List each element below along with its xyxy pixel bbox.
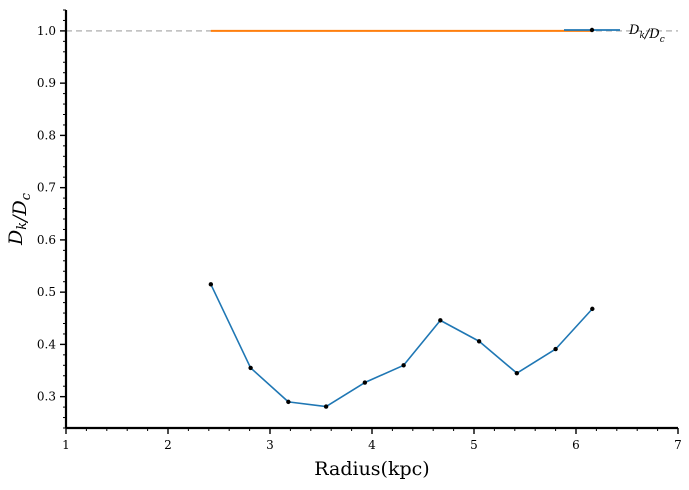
legend-marker (589, 27, 595, 33)
data-point (323, 404, 329, 409)
data-point (476, 339, 482, 344)
data-point (248, 365, 253, 371)
data-point (401, 363, 406, 368)
data-point (286, 399, 291, 405)
x-tick-label: 5 (470, 438, 478, 452)
series-line-dk-dc (210, 283, 593, 408)
y-tick-label: 0.5 (37, 285, 56, 299)
y-tick-label: 0.6 (37, 233, 56, 247)
legend: Dk/Dc (564, 23, 665, 45)
data-point (208, 282, 214, 287)
x-tick-label: 7 (674, 438, 682, 452)
data-point (514, 370, 520, 376)
x-tick-label: 3 (266, 438, 274, 452)
y-tick-label: 0.8 (37, 128, 56, 142)
x-axis-ticks: 1 2 3 4 5 6 7 (62, 428, 682, 452)
x-tick-label: 2 (164, 438, 172, 452)
y-axis-ticks: 0.3 0.4 0.5 0.6 0.7 0.8 0.9 1.0 (37, 9, 66, 429)
y-tick-label: 0.3 (37, 390, 56, 404)
y-axis-label: Dk/Dc (5, 192, 34, 246)
axes (64, 10, 678, 430)
data-point (553, 346, 558, 352)
legend-label: Dk/Dc (628, 23, 665, 45)
data-point (438, 318, 443, 323)
y-tick-label: 1.0 (37, 24, 56, 38)
x-axis-label: Radius(kpc) (314, 458, 429, 480)
series-layer (66, 29, 678, 409)
data-point (590, 306, 595, 312)
x-tick-label: 1 (62, 438, 70, 452)
x-tick-label: 6 (572, 438, 580, 452)
data-point (362, 380, 368, 385)
y-tick-label: 0.9 (37, 76, 56, 90)
y-tick-label: 0.4 (37, 337, 56, 351)
x-tick-label: 4 (368, 438, 376, 452)
y-tick-label: 0.7 (37, 181, 56, 195)
